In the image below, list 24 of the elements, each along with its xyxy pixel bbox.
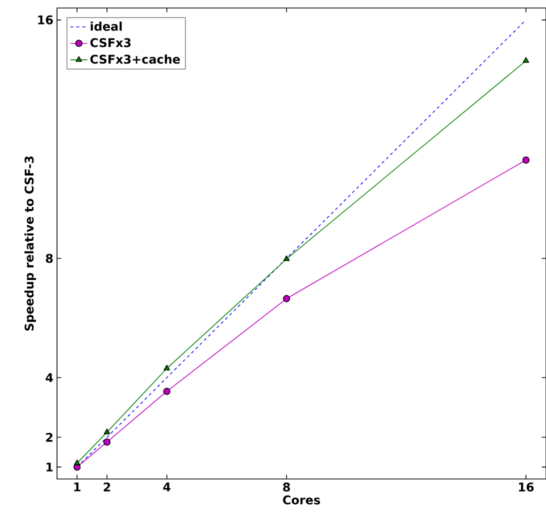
- legend-label: CSFx3: [90, 38, 131, 48]
- point: [283, 255, 290, 261]
- point: [282, 295, 290, 302]
- x-tick-label: 16: [518, 482, 534, 492]
- point: [103, 438, 111, 446]
- point: [522, 57, 530, 63]
- point: [104, 428, 110, 434]
- x-tick-label: 1: [74, 482, 80, 492]
- y-tick-label: 2: [46, 432, 52, 442]
- x-tick-label: 4: [163, 482, 170, 492]
- point: [74, 460, 80, 466]
- y-tick-label: 16: [38, 15, 53, 24]
- x-tick-label: 2: [104, 482, 110, 492]
- point: [163, 388, 170, 395]
- x-axis-title: Cores: [283, 495, 320, 504]
- legend-label: CSFx3+cache: [90, 54, 180, 64]
- y-tick-label: 8: [46, 254, 53, 263]
- x-tick-label: 8: [283, 482, 290, 492]
- y-axis-title: Speedup relative to CSF-3: [24, 156, 36, 331]
- legend-label: ideal: [90, 22, 122, 31]
- y-tick-label: 1: [46, 462, 53, 472]
- point: [164, 364, 170, 370]
- point: [522, 156, 530, 164]
- y-tick-label: 4: [46, 373, 53, 382]
